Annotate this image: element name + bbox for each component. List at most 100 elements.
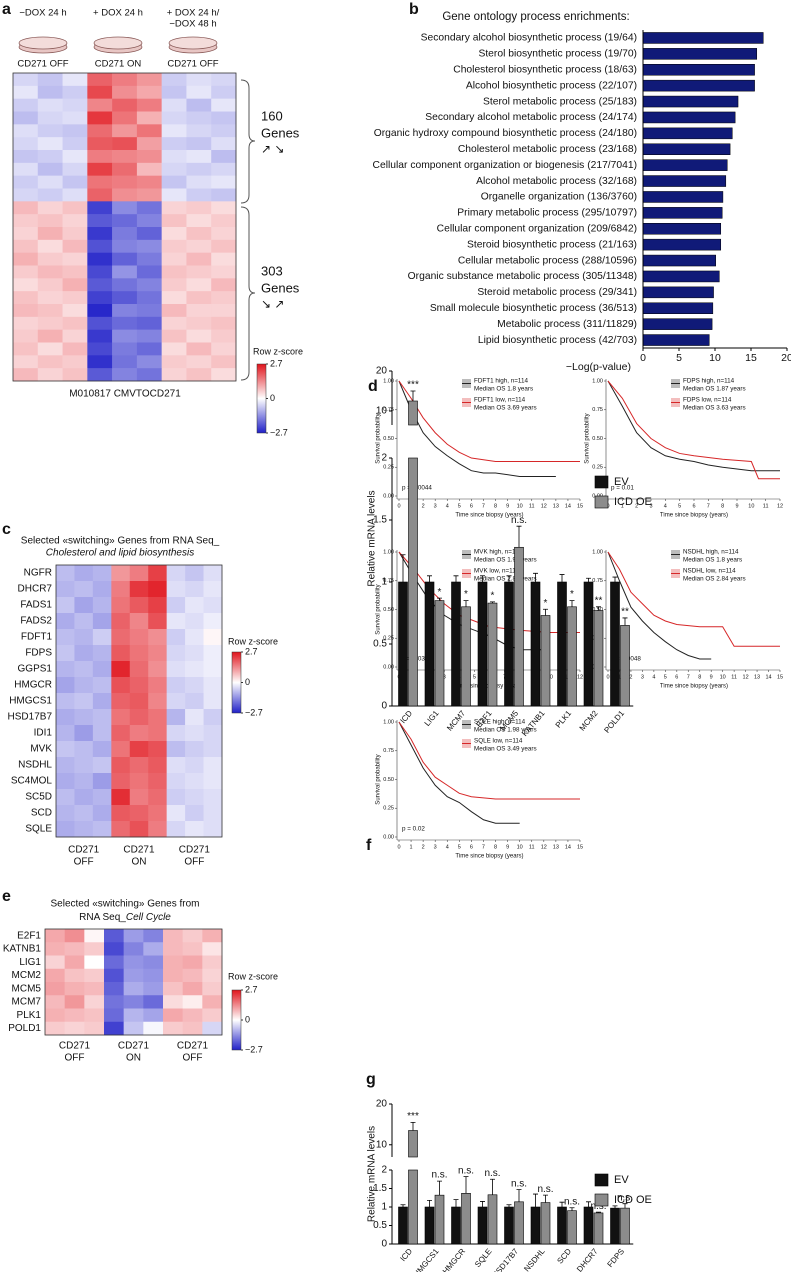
x-tick-label: 7	[482, 503, 485, 509]
x-tick-label: 0	[640, 352, 646, 364]
heatmap-cell	[129, 757, 149, 774]
y-tick-label: 1	[381, 577, 387, 588]
heatmap-cell	[13, 162, 39, 176]
heatmap-cell	[112, 316, 138, 330]
heatmap-cell	[111, 693, 131, 710]
p-value: p = 0.02	[402, 826, 425, 833]
heatmap-cell	[143, 929, 164, 943]
heatmap-cell	[87, 98, 113, 112]
row-label: DHCR7	[18, 584, 53, 595]
cluster-label: Genes	[261, 125, 300, 140]
heatmap-cell	[37, 85, 63, 99]
heatmap-cell	[211, 73, 237, 87]
heatmap-cell	[163, 982, 183, 996]
heatmap-cell	[37, 291, 63, 305]
heatmap-cell	[37, 175, 63, 189]
heatmap-cell	[148, 821, 167, 838]
heatmap-cell	[45, 982, 65, 996]
x-tick-label: 15	[777, 674, 783, 680]
x-tick-label: MCM2	[578, 708, 600, 732]
heatmap-cell	[186, 175, 212, 189]
heatmap-cell	[211, 137, 237, 151]
heatmap-cell	[136, 304, 162, 318]
legend-label: NSDHL low, n=114	[683, 568, 736, 575]
heatmap-cell	[203, 725, 223, 742]
heatmap-cell	[129, 677, 149, 694]
heatmap-cell	[203, 661, 223, 678]
bar	[557, 581, 567, 707]
petri-dishes	[18, 36, 218, 54]
condition-label: −DOX 48 h	[169, 19, 216, 30]
heatmap-cell	[161, 73, 187, 87]
heatmap-cell	[161, 368, 187, 382]
heatmap-cell	[13, 124, 39, 138]
x-tick-label: 7	[707, 503, 710, 509]
heatmap-cell	[112, 201, 138, 215]
x-tick-label: 13	[754, 674, 760, 680]
heatmap-cell	[211, 227, 237, 241]
bar	[642, 95, 739, 108]
error-bar	[453, 1199, 459, 1207]
x-tick-label: 8	[698, 674, 701, 680]
column-group-label: CD271	[179, 845, 211, 856]
heatmap-frame	[44, 928, 223, 1036]
heatmap-cell	[74, 677, 94, 694]
heatmap-cell	[111, 709, 131, 726]
x-tick-label: 10	[709, 352, 721, 364]
y-tick-label: 0.25	[383, 465, 394, 471]
legend-label: MVK low, n=114	[474, 568, 520, 575]
error-bar	[559, 574, 565, 582]
error-bar	[516, 525, 522, 548]
heatmap-cell	[62, 162, 88, 176]
category-label: Steroid biosynthetic process (21/163)	[467, 239, 637, 250]
heatmap-cell	[56, 629, 75, 646]
heatmap-cell	[92, 645, 112, 662]
heatmap-cell	[87, 162, 113, 176]
heatmap-cell	[161, 252, 187, 266]
column-group-label: OFF	[184, 857, 204, 868]
heatmap-cell	[112, 278, 138, 292]
heatmap-cell	[211, 201, 237, 215]
x-tick-label: 5	[678, 503, 681, 509]
error-bar	[400, 1204, 406, 1207]
heatmap-cell	[123, 955, 144, 970]
heatmap-cell	[13, 214, 39, 228]
legend-median: Median OS 3.69 years	[474, 405, 537, 412]
bar	[642, 64, 755, 76]
error-bar	[453, 575, 459, 582]
significance-label: *	[464, 589, 468, 600]
heatmap-cell	[129, 725, 149, 742]
legend-median: Median OS 3.49 years	[474, 746, 537, 753]
heatmap-title: Selected «switching» Genes from RNA Seq_	[21, 536, 220, 547]
heatmap-cell	[87, 252, 113, 266]
heatmap-cell	[62, 201, 88, 215]
heatmap-cell	[129, 821, 149, 838]
heatmap-cell	[166, 565, 186, 582]
y-tick-label: 10	[376, 406, 388, 417]
y-tick-label: 1.00	[383, 719, 394, 725]
error-bar	[586, 577, 591, 582]
heatmap-cell	[92, 725, 112, 742]
legend-swatch	[594, 1173, 609, 1187]
heatmap-cell	[62, 85, 88, 99]
heatmap-cell	[56, 581, 75, 598]
heatmap-cell	[161, 124, 187, 138]
heatmap-cell	[84, 929, 105, 943]
category-label: Lipid biosynthetic process (42/703)	[478, 335, 637, 346]
y-tick-label: 0.75	[383, 578, 394, 584]
heatmap-cell	[148, 565, 167, 582]
heatmap-cell	[186, 124, 212, 138]
survival-curve	[607, 551, 712, 660]
heatmap-cell	[62, 188, 88, 202]
heatmap-cell	[62, 73, 88, 87]
y-tick-label: 20	[376, 1099, 388, 1110]
bar	[642, 159, 728, 171]
heatmap-cell	[37, 111, 63, 125]
heatmap-cell	[166, 629, 186, 646]
heatmap-cell	[111, 581, 131, 598]
heatmap-cell	[112, 124, 138, 138]
heatmap-cell	[161, 278, 187, 292]
heatmap-cell	[56, 565, 75, 582]
x-tick-label: 2	[422, 503, 425, 509]
heatmap-cell	[129, 773, 149, 790]
